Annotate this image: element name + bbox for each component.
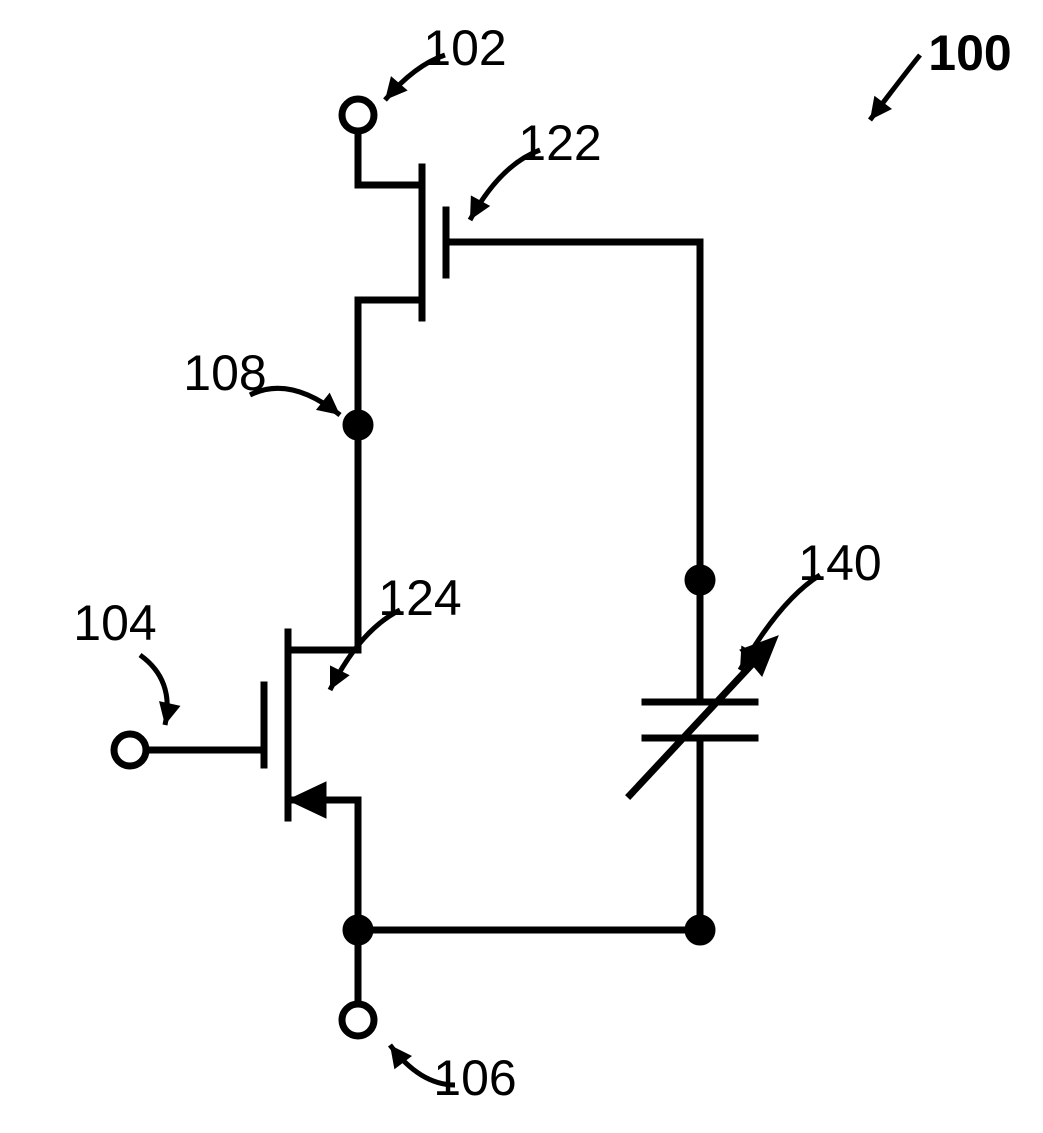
leader-arrowhead-title	[870, 96, 892, 120]
label-140: 140	[798, 535, 881, 591]
terminal-104	[114, 734, 146, 766]
terminal-106	[342, 1004, 374, 1036]
terminal-102	[342, 99, 374, 131]
label-100: 100	[928, 25, 1011, 81]
label-106: 106	[433, 1050, 516, 1106]
node-right-mid	[688, 568, 712, 592]
pmos-transistor	[358, 167, 700, 318]
label-102: 102	[423, 20, 506, 76]
label-122: 122	[518, 115, 601, 171]
nmos-source-arrow	[288, 782, 326, 818]
label-124: 124	[378, 570, 461, 626]
label-104: 104	[73, 595, 156, 651]
nmos-transistor	[146, 632, 358, 818]
node-108	[346, 413, 370, 437]
leader-arrowhead-node108	[316, 393, 340, 415]
node-bottom-right	[688, 918, 712, 942]
label-108: 108	[183, 345, 266, 401]
variable-capacitor	[630, 636, 778, 795]
leader-arrowhead-gate	[159, 701, 180, 725]
node-bottom-left	[346, 918, 370, 942]
